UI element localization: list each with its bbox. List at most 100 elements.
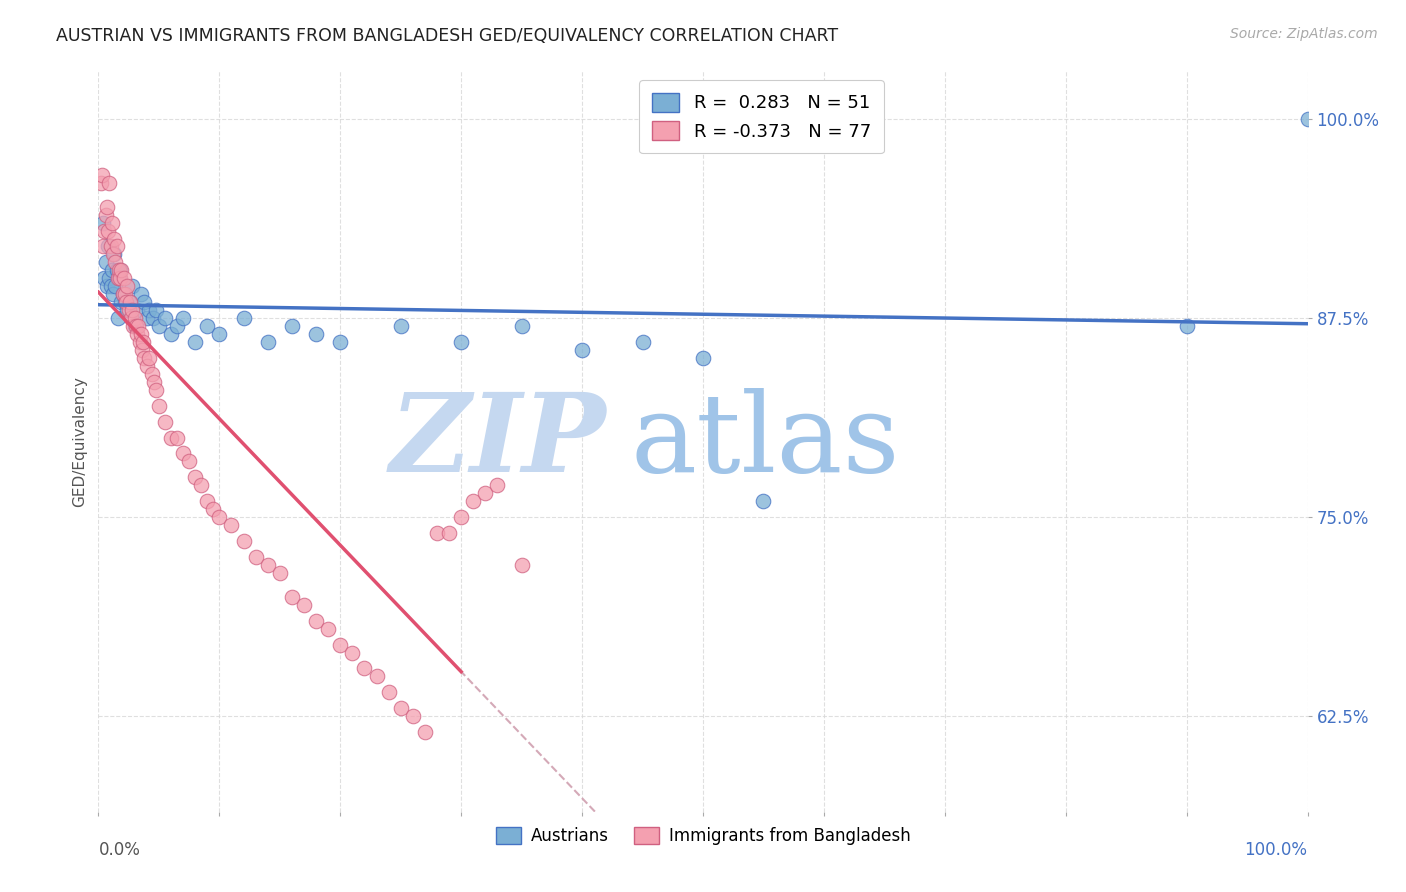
Point: [292, 598, 315, 612]
Point: [112, 271, 135, 285]
Point: [91, 168, 114, 182]
Point: [142, 311, 165, 326]
Y-axis label: GED/Equivalency: GED/Equivalency: [72, 376, 87, 507]
Point: [571, 343, 593, 357]
Point: [195, 494, 218, 508]
Point: [104, 279, 127, 293]
Point: [510, 558, 533, 572]
Point: [342, 646, 364, 660]
Point: [329, 638, 352, 652]
Point: [114, 287, 136, 301]
Point: [118, 303, 141, 318]
Point: [138, 303, 160, 318]
Point: [107, 271, 129, 285]
Point: [153, 415, 176, 429]
Point: [122, 319, 145, 334]
Point: [105, 239, 128, 253]
Point: [128, 334, 150, 349]
Point: [108, 271, 131, 285]
Point: [160, 431, 183, 445]
Point: [129, 327, 152, 342]
Point: [752, 494, 775, 508]
Point: [510, 319, 533, 334]
Point: [474, 486, 496, 500]
Point: [437, 526, 460, 541]
Point: [450, 334, 472, 349]
Point: [135, 359, 157, 373]
Point: [329, 334, 352, 349]
Point: [153, 311, 176, 326]
Point: [127, 327, 149, 342]
Text: atlas: atlas: [630, 388, 900, 495]
Point: [93, 223, 115, 237]
Text: 0.0%: 0.0%: [98, 841, 141, 859]
Point: [135, 311, 157, 326]
Point: [125, 319, 148, 334]
Legend: Austrians, Immigrants from Bangladesh: Austrians, Immigrants from Bangladesh: [489, 820, 917, 852]
Point: [463, 494, 485, 508]
Point: [208, 327, 231, 342]
Point: [160, 327, 183, 342]
Point: [108, 263, 131, 277]
Point: [281, 319, 304, 334]
Point: [232, 311, 254, 326]
Point: [281, 590, 304, 604]
Point: [100, 263, 122, 277]
Point: [389, 701, 412, 715]
Point: [100, 279, 122, 293]
Point: [100, 239, 122, 253]
Point: [124, 311, 146, 326]
Point: [426, 526, 449, 541]
Point: [120, 311, 142, 326]
Text: 100.0%: 100.0%: [1244, 841, 1308, 859]
Point: [127, 303, 149, 318]
Point: [366, 669, 388, 683]
Point: [450, 510, 472, 524]
Point: [256, 334, 278, 349]
Point: [486, 478, 509, 492]
Point: [117, 303, 139, 318]
Point: [145, 383, 167, 397]
Point: [124, 319, 146, 334]
Point: [103, 247, 125, 261]
Point: [115, 295, 138, 310]
Point: [245, 549, 267, 564]
Point: [94, 208, 117, 222]
Point: [148, 319, 170, 334]
Point: [1175, 319, 1198, 334]
Point: [305, 327, 328, 342]
Point: [134, 351, 156, 365]
Point: [145, 303, 167, 318]
Point: [118, 295, 141, 310]
Text: AUSTRIAN VS IMMIGRANTS FROM BANGLADESH GED/EQUIVALENCY CORRELATION CHART: AUSTRIAN VS IMMIGRANTS FROM BANGLADESH G…: [56, 27, 838, 45]
Point: [208, 510, 231, 524]
Point: [110, 263, 132, 277]
Point: [114, 295, 136, 310]
Point: [91, 216, 114, 230]
Point: [105, 263, 128, 277]
Point: [134, 295, 156, 310]
Point: [402, 709, 425, 723]
Text: ZIP: ZIP: [389, 388, 606, 495]
Point: [101, 287, 124, 301]
Point: [129, 287, 152, 301]
Point: [107, 311, 129, 326]
Point: [172, 311, 194, 326]
Point: [101, 247, 124, 261]
Point: [118, 295, 141, 310]
Point: [184, 470, 207, 484]
Point: [377, 685, 399, 699]
Point: [232, 534, 254, 549]
Point: [190, 478, 212, 492]
Point: [1296, 112, 1319, 127]
Point: [138, 351, 160, 365]
Point: [108, 263, 131, 277]
Point: [110, 295, 132, 310]
Point: [202, 502, 225, 516]
Point: [127, 319, 149, 334]
Point: [141, 367, 163, 381]
Point: [166, 431, 188, 445]
Point: [269, 566, 291, 580]
Point: [104, 255, 127, 269]
Point: [98, 271, 121, 285]
